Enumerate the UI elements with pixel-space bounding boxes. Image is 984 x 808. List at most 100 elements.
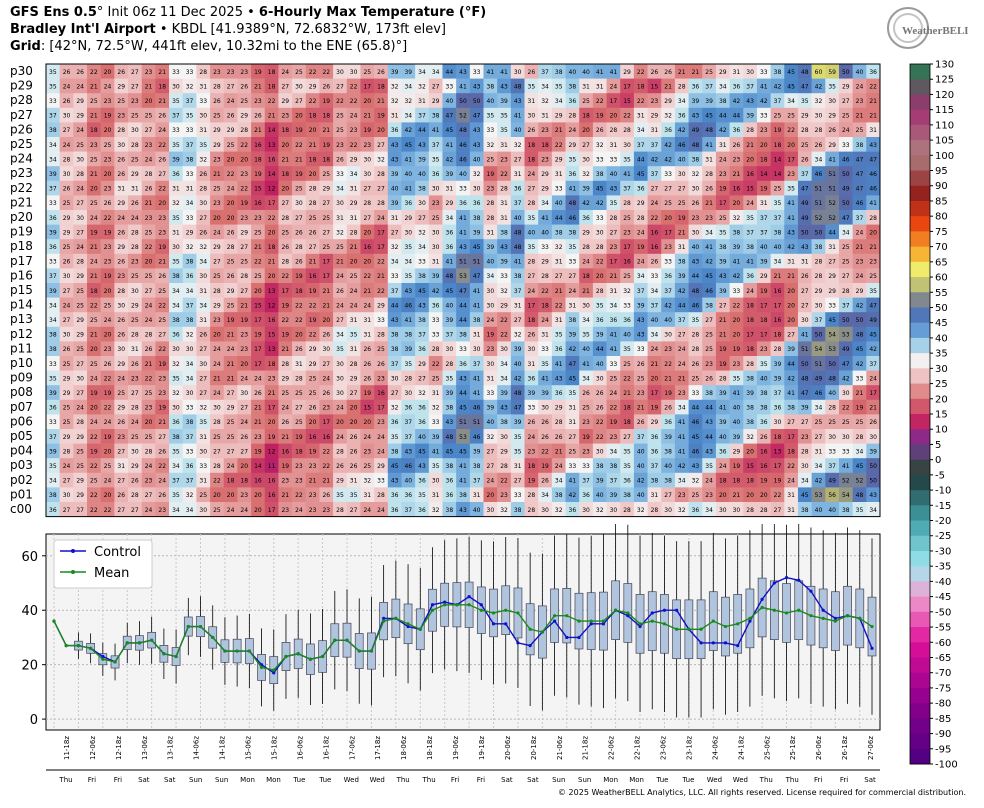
heat-cell-value: 20 <box>213 492 221 499</box>
heat-cell-value: 25 <box>309 215 317 222</box>
series-point-mean <box>516 611 520 615</box>
heat-cell-value: 34 <box>336 186 344 193</box>
heat-cell-value: 23 <box>240 215 248 222</box>
heat-cell-value: 43 <box>705 448 713 455</box>
heat-cell-value: 31 <box>500 200 508 207</box>
heat-cell-value: 42 <box>678 288 686 295</box>
heat-cell <box>264 122 279 138</box>
heat-cell-value: 30 <box>404 229 412 236</box>
heat-cell <box>483 64 498 79</box>
heat-cell-value: 27 <box>158 171 166 178</box>
heat-cell <box>579 137 594 152</box>
colorbar-segment <box>910 444 930 461</box>
heat-cell <box>319 122 334 138</box>
heat-cell-value: 32 <box>391 98 399 105</box>
heat-cell <box>415 137 430 152</box>
colorbar-segment <box>910 383 930 400</box>
heat-cell-value: 30 <box>240 390 248 397</box>
heat-cell-value: 15 <box>363 405 371 412</box>
series-point-mean <box>748 616 752 620</box>
heat-cell-value: 26 <box>363 361 371 368</box>
x-tick-label: 26-06z <box>815 736 823 760</box>
heat-cell-value: 26 <box>651 259 659 266</box>
heat-cell-value: 30 <box>774 419 782 426</box>
heat-cell-value: 20 <box>336 419 344 426</box>
heat-cell-value: 40 <box>596 492 604 499</box>
series-point-mean <box>345 638 349 642</box>
heat-cell-value: 33 <box>569 259 577 266</box>
series-point-mean <box>382 619 386 623</box>
heat-cell-value: 19 <box>760 478 768 485</box>
heat-cell-value: 37 <box>651 463 659 470</box>
heat-cell-value: 31 <box>719 142 727 149</box>
heat-cell-value: 22 <box>541 448 549 455</box>
heat-cell-value: 39 <box>528 390 536 397</box>
heat-cell-value: 31 <box>815 448 823 455</box>
heat-cell-value: 25 <box>213 186 221 193</box>
heat-cell-value: 30 <box>801 463 809 470</box>
heat-cell <box>73 64 88 79</box>
heat-cell-value: 28 <box>63 156 71 163</box>
heat-cell-value: 51 <box>828 171 836 178</box>
heat-cell <box>729 93 744 109</box>
heat-cell-value: 38 <box>692 156 700 163</box>
heat-cell-value: 19 <box>610 419 618 426</box>
heat-cell-value: 29 <box>240 229 248 236</box>
heat-cell-value: 40 <box>733 405 741 412</box>
heat-cell-value: 52 <box>815 215 823 222</box>
heat-cell-value: 38 <box>569 83 577 90</box>
heat-cell <box>524 64 539 79</box>
heat-cell-value: 24 <box>117 375 125 382</box>
heat-cell-value: 23 <box>856 98 864 105</box>
day-label: Fri <box>477 776 485 784</box>
heat-cell-value: 29 <box>555 156 563 163</box>
heat-cell-value: 19 <box>309 288 317 295</box>
heat-cell-value: 36 <box>746 273 754 280</box>
series-point-control <box>809 589 813 593</box>
heat-cell-value: 35 <box>801 98 809 105</box>
heat-cell-value: 15 <box>268 332 276 339</box>
heat-cell-value: 45 <box>418 288 426 295</box>
heat-cell-value: 20 <box>90 186 98 193</box>
heat-cell-value: 18 <box>90 288 98 295</box>
colorbar-tick-label: 0 <box>935 455 941 466</box>
heat-cell-value: 21 <box>254 419 262 426</box>
heat-cell-value: 28 <box>213 288 221 295</box>
heat-cell-value: 22 <box>90 507 98 514</box>
heat-cell-value: 43 <box>404 288 412 295</box>
heat-cell-value: 25 <box>213 273 221 280</box>
heat-cell-value: 39 <box>473 229 481 236</box>
heat-cell-value: 37 <box>186 434 194 441</box>
heat-cell-value: 18 <box>268 361 276 368</box>
heat-cell-value: 33 <box>842 448 850 455</box>
x-tick-label: 16-18z <box>322 736 330 760</box>
heat-cell-value: 26 <box>158 273 166 280</box>
heat-cell-value: 31 <box>350 478 358 485</box>
heat-cell-value: 20 <box>158 200 166 207</box>
heat-cell-value: 20 <box>651 375 659 382</box>
heat-cell-value: 26 <box>254 390 262 397</box>
heat-cell-value: 23 <box>678 492 686 499</box>
series-point-mean <box>272 668 276 672</box>
heat-cell-value: 35 <box>555 332 563 339</box>
heat-cell-value: 19 <box>733 463 741 470</box>
series-point-mean <box>662 622 667 626</box>
heat-cell-value: 35 <box>172 142 180 149</box>
heat-cell-value: 34 <box>172 288 180 295</box>
heat-cell-value: 17 <box>623 83 631 90</box>
heat-cell-value: 35 <box>172 375 180 382</box>
heat-cell-value: 38 <box>651 478 659 485</box>
heat-cell-value: 23 <box>254 434 262 441</box>
heat-cell-value: 43 <box>692 463 700 470</box>
heat-cell-value: 30 <box>186 390 194 397</box>
heat-cell-value: 25 <box>63 419 71 426</box>
heat-cell-value: 28 <box>213 83 221 90</box>
heat-cell-value: 36 <box>582 215 590 222</box>
heat-cell <box>360 93 375 109</box>
heat-cell <box>579 122 594 138</box>
heat-cell <box>565 122 580 138</box>
heat-cell-value: 21 <box>322 302 330 309</box>
heat-cell-value: 37 <box>49 113 57 120</box>
heat-cell-value: 24 <box>90 419 98 426</box>
heat-cell-value: 25 <box>117 390 125 397</box>
